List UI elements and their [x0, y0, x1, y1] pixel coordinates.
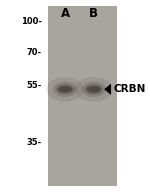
Ellipse shape — [56, 84, 74, 94]
Ellipse shape — [75, 77, 113, 102]
Bar — [48, 6, 117, 186]
Text: 100-: 100- — [21, 17, 42, 26]
Text: A: A — [61, 7, 70, 20]
Ellipse shape — [82, 82, 106, 97]
Ellipse shape — [46, 77, 84, 102]
Ellipse shape — [85, 84, 103, 94]
Text: CRBN: CRBN — [114, 84, 146, 94]
Ellipse shape — [58, 86, 72, 92]
Text: B: B — [89, 7, 98, 20]
Text: 35-: 35- — [27, 138, 42, 146]
Ellipse shape — [87, 86, 101, 92]
Text: 55-: 55- — [27, 81, 42, 90]
Text: 70-: 70- — [27, 48, 42, 57]
Polygon shape — [104, 84, 111, 95]
Ellipse shape — [53, 82, 77, 97]
